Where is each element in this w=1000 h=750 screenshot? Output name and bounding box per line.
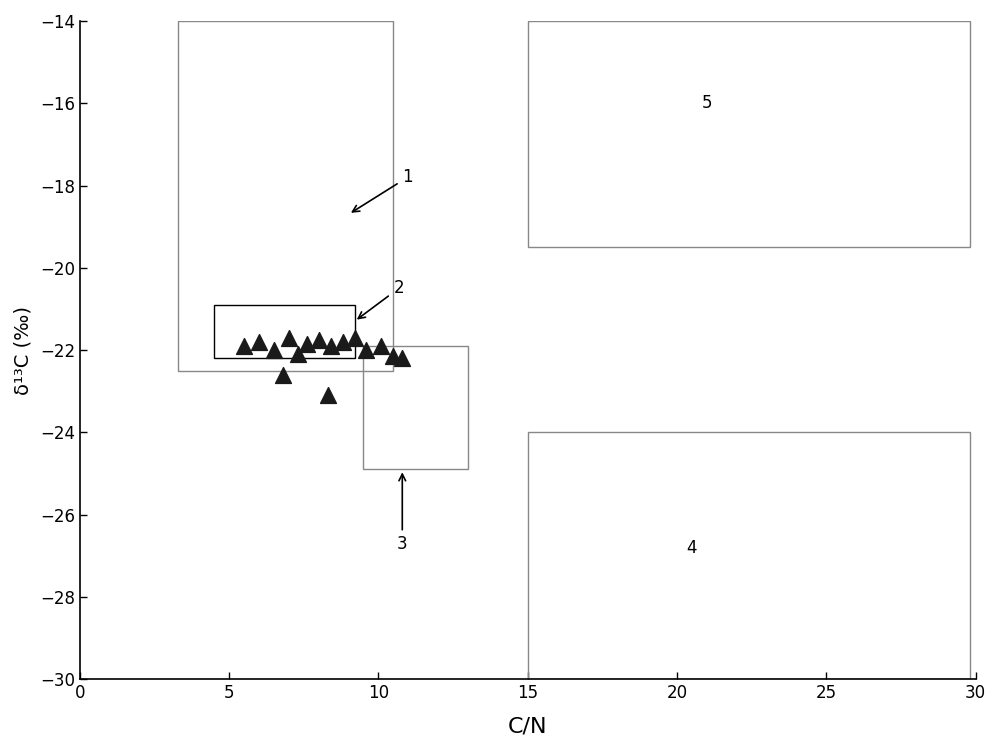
Bar [528, 433, 970, 680]
Point [299, 338, 315, 350]
Point [281, 332, 297, 344]
Point [236, 340, 252, 352]
Text: 3: 3 [397, 474, 408, 554]
Point [373, 340, 389, 352]
Point [323, 340, 339, 352]
Text: 4: 4 [687, 538, 697, 556]
Point [275, 369, 291, 381]
Bar [178, 21, 393, 370]
Point [320, 389, 336, 401]
Text: 5: 5 [702, 94, 712, 112]
Point [335, 336, 351, 348]
Point [358, 344, 374, 356]
Point [347, 332, 363, 344]
X-axis label: C/N: C/N [508, 716, 547, 736]
Text: 2: 2 [358, 280, 404, 319]
Point [311, 334, 327, 346]
Text: 1: 1 [352, 168, 413, 211]
Point [266, 344, 282, 356]
Point [394, 352, 410, 364]
Point [251, 336, 267, 348]
Bar [214, 304, 355, 358]
Point [290, 348, 306, 360]
Bar [363, 346, 468, 470]
Bar [528, 21, 970, 248]
Point [385, 350, 401, 362]
Y-axis label: δ¹³C (‰): δ¹³C (‰) [14, 306, 33, 395]
